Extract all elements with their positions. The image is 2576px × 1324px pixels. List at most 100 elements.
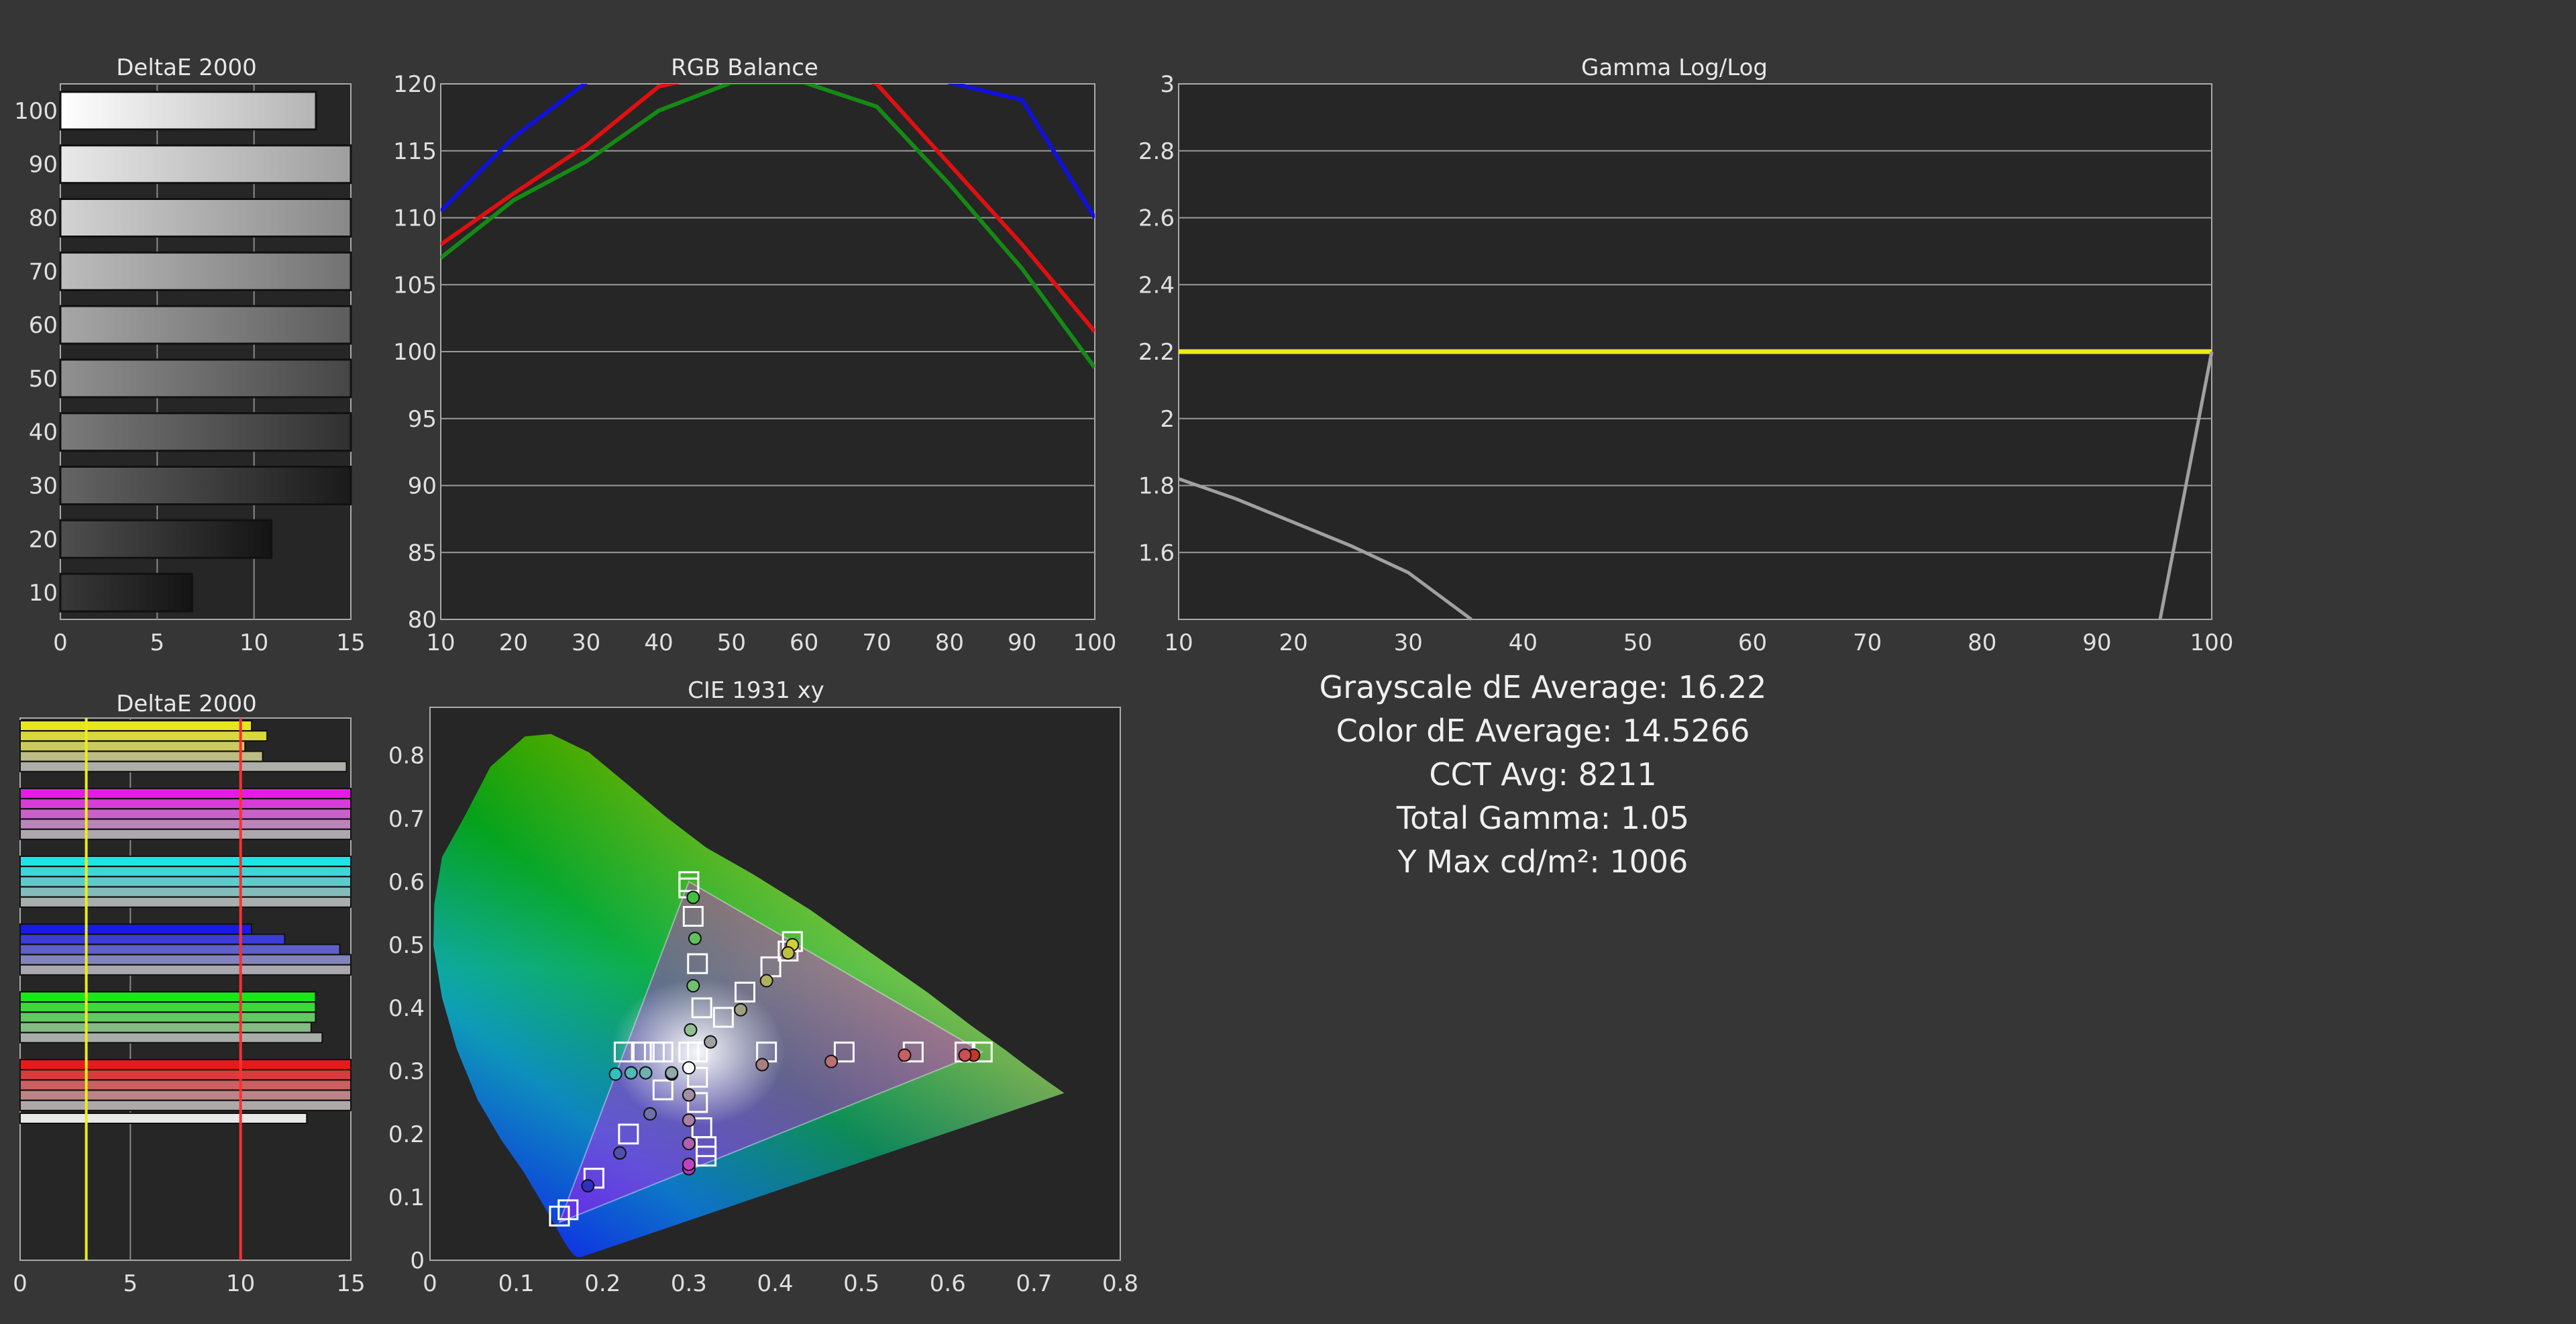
gray-bar — [59, 198, 352, 238]
cie-x-tick-label: 0 — [423, 1270, 437, 1297]
gray-x-tick-label: 5 — [150, 629, 165, 656]
gray-bar — [59, 466, 352, 505]
gray-y-tick-label: 30 — [29, 473, 58, 500]
cie-measured-point — [824, 1054, 839, 1068]
rgb-y-tick-label: 115 — [393, 138, 437, 165]
rgb-y-tick-label: 105 — [393, 272, 437, 299]
gray-bar — [59, 519, 273, 559]
cie-target-square — [687, 953, 708, 974]
color-x-tick-label: 15 — [336, 1270, 365, 1297]
cie-y-tick-label: 0.6 — [388, 869, 425, 896]
cie-measured-point — [639, 1066, 653, 1080]
cie-y-tick-label: 0.8 — [388, 743, 425, 770]
rgb-y-tick-label: 85 — [408, 540, 437, 566]
cie-measured-point — [624, 1066, 638, 1080]
color-bar — [19, 798, 352, 810]
gamma-measured-line — [1178, 477, 1472, 621]
grayscale-de-average: Grayscale dE Average: 16.22 — [1319, 669, 1767, 705]
cie-measured-point — [898, 1048, 912, 1062]
color-bar — [19, 964, 352, 976]
gray-x-tick-label: 0 — [53, 629, 68, 656]
grayscale-deltae-title: DeltaE 2000 — [116, 54, 257, 81]
color-bar — [19, 1099, 352, 1111]
gray-y-tick-label: 70 — [29, 258, 58, 285]
cie-target-square — [618, 1123, 639, 1145]
cie-target-square — [734, 981, 755, 1003]
color-bar — [19, 896, 352, 908]
cie-target-square — [687, 1066, 708, 1088]
cie-y-tick-label: 0.3 — [388, 1058, 425, 1085]
gamma-y-tick-label: 2.2 — [1138, 339, 1175, 366]
cie-target-square — [691, 1117, 712, 1139]
rgb-x-tick-label: 100 — [1073, 629, 1117, 656]
color-bar — [19, 730, 268, 742]
gamma-y-tick-label: 1.6 — [1138, 540, 1175, 566]
gray-bar — [59, 251, 352, 291]
cie-measured-point — [643, 1107, 657, 1121]
color-bar — [19, 740, 246, 752]
rgb-y-tick-label: 90 — [408, 473, 437, 500]
rgb-x-tick-label: 40 — [644, 629, 673, 656]
cie-measured-point — [688, 931, 702, 946]
gray-y-tick-label: 80 — [29, 205, 58, 232]
color-bar — [19, 876, 352, 888]
gray-y-tick-label: 20 — [29, 526, 58, 553]
cie-measured-point — [958, 1048, 972, 1062]
cie-target-square — [631, 1041, 652, 1063]
gamma-x-tick-label: 10 — [1164, 629, 1193, 656]
color-bar — [19, 828, 352, 840]
cie-measured-point — [781, 946, 795, 960]
cie-measured-point — [684, 1023, 698, 1037]
gray-bar — [59, 144, 352, 185]
cie-y-tick-label: 0.1 — [388, 1184, 425, 1211]
gray-bar — [59, 412, 352, 452]
gamma-measured-line — [2158, 351, 2214, 620]
gamma-x-tick-label: 20 — [1279, 629, 1307, 656]
cie-x-tick-label: 0.6 — [930, 1270, 966, 1297]
color-bar — [19, 1021, 312, 1033]
cie-x-tick-label: 0.1 — [498, 1270, 535, 1297]
gray-y-tick-label: 60 — [29, 312, 58, 339]
red-balance-line — [441, 84, 1095, 333]
rgb-x-tick-label: 50 — [717, 629, 746, 656]
gamma-title: Gamma Log/Log — [1581, 54, 1768, 81]
rgb-balance-title: RGB Balance — [671, 54, 818, 81]
gamma-x-tick-label: 50 — [1623, 629, 1652, 656]
y-max: Y Max cd/m²: 1006 — [1397, 844, 1688, 880]
color-bar — [19, 808, 352, 820]
cie-x-tick-label: 0.3 — [671, 1270, 707, 1297]
gray-y-tick-label: 50 — [29, 366, 58, 393]
cie-target-square — [652, 1041, 674, 1063]
cie-measured-point — [686, 890, 700, 905]
cie-y-tick-label: 0 — [410, 1247, 425, 1274]
color-x-tick-label: 0 — [13, 1270, 28, 1297]
cie-1931-chart: CIE 1931 xy 0 0.1 0.2 0.3 0.4 0.5 0.6 0.7 0.8 0 0… — [388, 677, 1138, 1297]
cct-average: CCT Avg: 8211 — [1429, 756, 1657, 793]
rgb-y-tick-label: 110 — [393, 205, 437, 232]
cie-target-square — [613, 1041, 635, 1063]
cie-target-square — [652, 1079, 674, 1101]
rgb-y-tick-label: 120 — [393, 71, 437, 98]
cie-target-square — [712, 1007, 734, 1028]
cie-measured-point — [759, 974, 773, 988]
color-bar — [19, 1069, 352, 1081]
gray-bar — [59, 305, 352, 345]
cie-y-tick-label: 0.7 — [388, 806, 425, 833]
color-bar — [19, 818, 352, 830]
color-bar — [19, 886, 352, 898]
gamma-x-tick-label: 90 — [2082, 629, 2111, 656]
color-bar — [19, 750, 264, 762]
color-bar — [19, 944, 341, 956]
rgb-x-tick-label: 60 — [790, 629, 818, 656]
total-gamma: Total Gamma: 1.05 — [1396, 800, 1690, 836]
gamma-y-tick-label: 1.8 — [1138, 473, 1175, 500]
gamma-chart: Gamma Log/Log 1.6 1.8 2 2.2 2.4 2.6 2.8 3 10 20 3… — [1138, 54, 2234, 656]
cie-title: CIE 1931 xy — [688, 677, 824, 704]
gray-y-tick-label: 90 — [29, 152, 58, 179]
blue-balance-line — [441, 84, 1095, 219]
cie-y-tick-label: 0.2 — [388, 1121, 425, 1148]
color-bar — [19, 866, 352, 878]
rgb-x-tick-label: 80 — [935, 629, 964, 656]
gray-y-tick-label: 10 — [29, 580, 58, 607]
